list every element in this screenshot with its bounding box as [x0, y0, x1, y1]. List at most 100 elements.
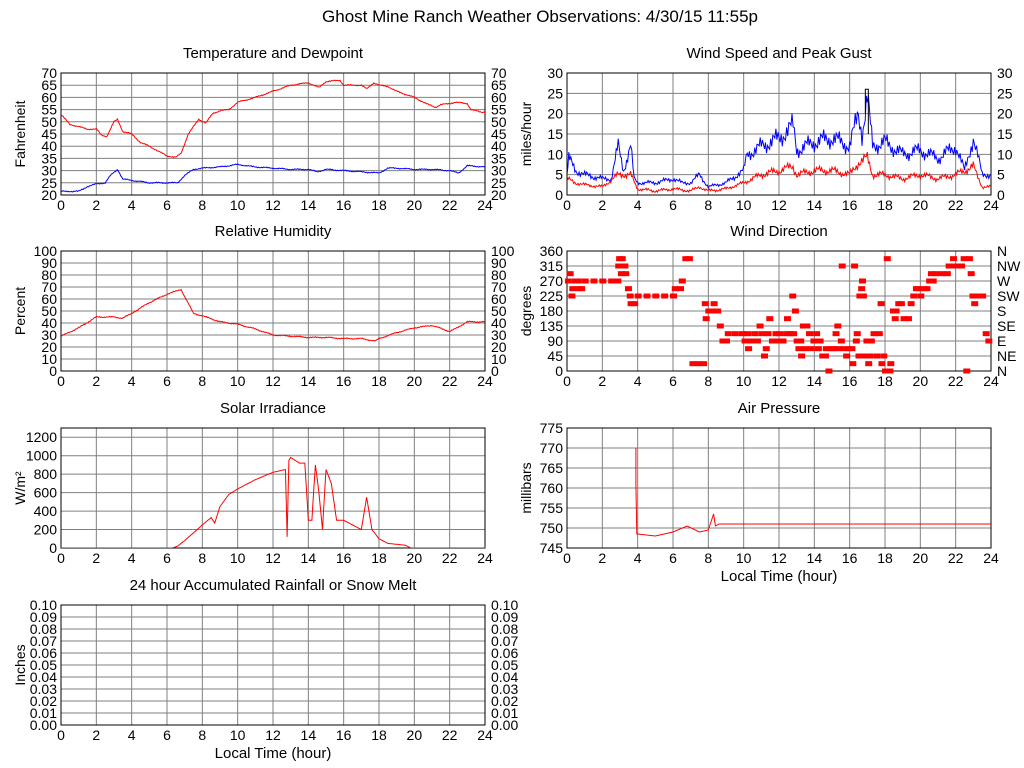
right-tick-label: NW — [997, 258, 1021, 274]
x-tick-label: 6 — [669, 550, 677, 566]
data-point — [807, 346, 815, 352]
data-point — [849, 361, 857, 367]
y-tick-label: 750 — [540, 520, 564, 536]
x-tick-label: 0 — [57, 727, 65, 743]
x-tick-label: 10 — [230, 197, 246, 213]
data-point — [882, 368, 889, 374]
y-tick-label: 20 — [41, 187, 57, 203]
data-point — [631, 301, 639, 307]
x-tick-label: 16 — [336, 550, 352, 566]
x-tick-label: 22 — [948, 550, 964, 566]
data-point — [971, 301, 979, 307]
x-tick-label: 6 — [163, 373, 171, 389]
data-point — [685, 256, 693, 262]
data-point — [627, 301, 635, 307]
data-point — [843, 353, 851, 359]
right-tick-label: E — [997, 333, 1006, 349]
x-tick-label: 14 — [807, 373, 823, 389]
data-point — [803, 323, 811, 329]
data-point — [861, 353, 869, 359]
chart-title: Wind Speed and Peak Gust — [686, 45, 872, 62]
x-tick-label: 2 — [598, 373, 606, 389]
y-tick-label: 0 — [49, 540, 57, 556]
x-tick-label: 22 — [442, 727, 458, 743]
x-tick-label: 18 — [371, 727, 387, 743]
y-tick-label: 25 — [41, 175, 57, 191]
y-tick-label: 0.03 — [30, 681, 57, 697]
right-tick-label: 0.01 — [491, 705, 518, 721]
x-tick-label: 22 — [442, 373, 458, 389]
chart-title: Temperature and Dewpoint — [183, 45, 364, 62]
page-title: Ghost Mine Ranch Weather Observations: 4… — [322, 7, 758, 26]
data-point — [867, 338, 875, 344]
x-tick-label: 24 — [477, 727, 493, 743]
right-tick-label: 0.06 — [491, 645, 518, 661]
x-tick-label: 18 — [877, 373, 893, 389]
right-tick-label: 50 — [491, 114, 507, 130]
data-point — [569, 286, 577, 292]
data-point — [689, 361, 697, 367]
data-point — [723, 338, 730, 344]
x-tick-label: 16 — [336, 727, 352, 743]
right-tick-label: NE — [997, 348, 1016, 364]
data-point — [923, 286, 931, 292]
x-tick-label: 6 — [163, 197, 171, 213]
data-point — [719, 338, 727, 344]
data-point — [927, 271, 935, 277]
y-tick-label: 745 — [540, 540, 564, 556]
x-tick-label: 12 — [771, 373, 787, 389]
right-tick-label: 20 — [997, 106, 1013, 122]
right-tick-label: W — [997, 273, 1011, 289]
y-tick-label: 755 — [540, 500, 564, 516]
x-tick-label: 16 — [842, 550, 858, 566]
data-point — [979, 293, 987, 299]
data-point — [957, 263, 965, 269]
y-tick-label: 10 — [41, 351, 57, 367]
x-tick-label: 4 — [634, 197, 642, 213]
y-tick-label: 30 — [547, 65, 563, 81]
right-tick-label: 80 — [491, 267, 507, 283]
data-point — [929, 278, 937, 284]
right-tick-label: 60 — [491, 89, 507, 105]
x-tick-label: 24 — [983, 373, 999, 389]
data-point — [816, 338, 824, 344]
data-point — [837, 338, 845, 344]
y-tick-label: 45 — [547, 348, 563, 364]
right-tick-label: 25 — [491, 175, 507, 191]
data-point — [670, 293, 677, 299]
x-tick-label: 6 — [163, 727, 171, 743]
data-point — [756, 323, 764, 329]
x-tick-label: 4 — [128, 727, 136, 743]
right-tick-label: 20 — [491, 339, 507, 355]
x-tick-label: 20 — [407, 373, 423, 389]
x-axis-label: Local Time (hour) — [215, 745, 332, 762]
rainfall-chart: 24 hour Accumulated Rainfall or Snow Mel… — [12, 577, 518, 762]
x-tick-label: 4 — [128, 197, 136, 213]
data-point — [897, 301, 905, 307]
y-tick-label: 0.02 — [30, 693, 57, 709]
data-point — [926, 278, 934, 284]
x-tick-label: 4 — [128, 550, 136, 566]
right-tick-label: 30 — [997, 65, 1013, 81]
data-point — [840, 346, 848, 352]
x-tick-label: 22 — [948, 373, 964, 389]
right-tick-label: S — [997, 303, 1006, 319]
data-point — [766, 316, 774, 322]
series-line-air-pressure — [635, 448, 991, 537]
right-tick-label: 0 — [491, 363, 499, 379]
x-tick-label: 6 — [669, 373, 677, 389]
data-point — [568, 293, 576, 299]
data-point — [738, 331, 746, 337]
x-tick-label: 12 — [265, 727, 281, 743]
y-tick-label: 0.04 — [30, 669, 57, 685]
x-tick-label: 4 — [128, 373, 136, 389]
y-tick-label: 80 — [41, 267, 57, 283]
x-tick-label: 2 — [92, 197, 100, 213]
y-tick-label: 60 — [41, 89, 57, 105]
y-tick-label: 15 — [547, 126, 563, 142]
data-point — [904, 316, 912, 322]
data-point — [786, 331, 794, 337]
x-tick-label: 18 — [371, 197, 387, 213]
x-tick-label: 8 — [704, 373, 712, 389]
